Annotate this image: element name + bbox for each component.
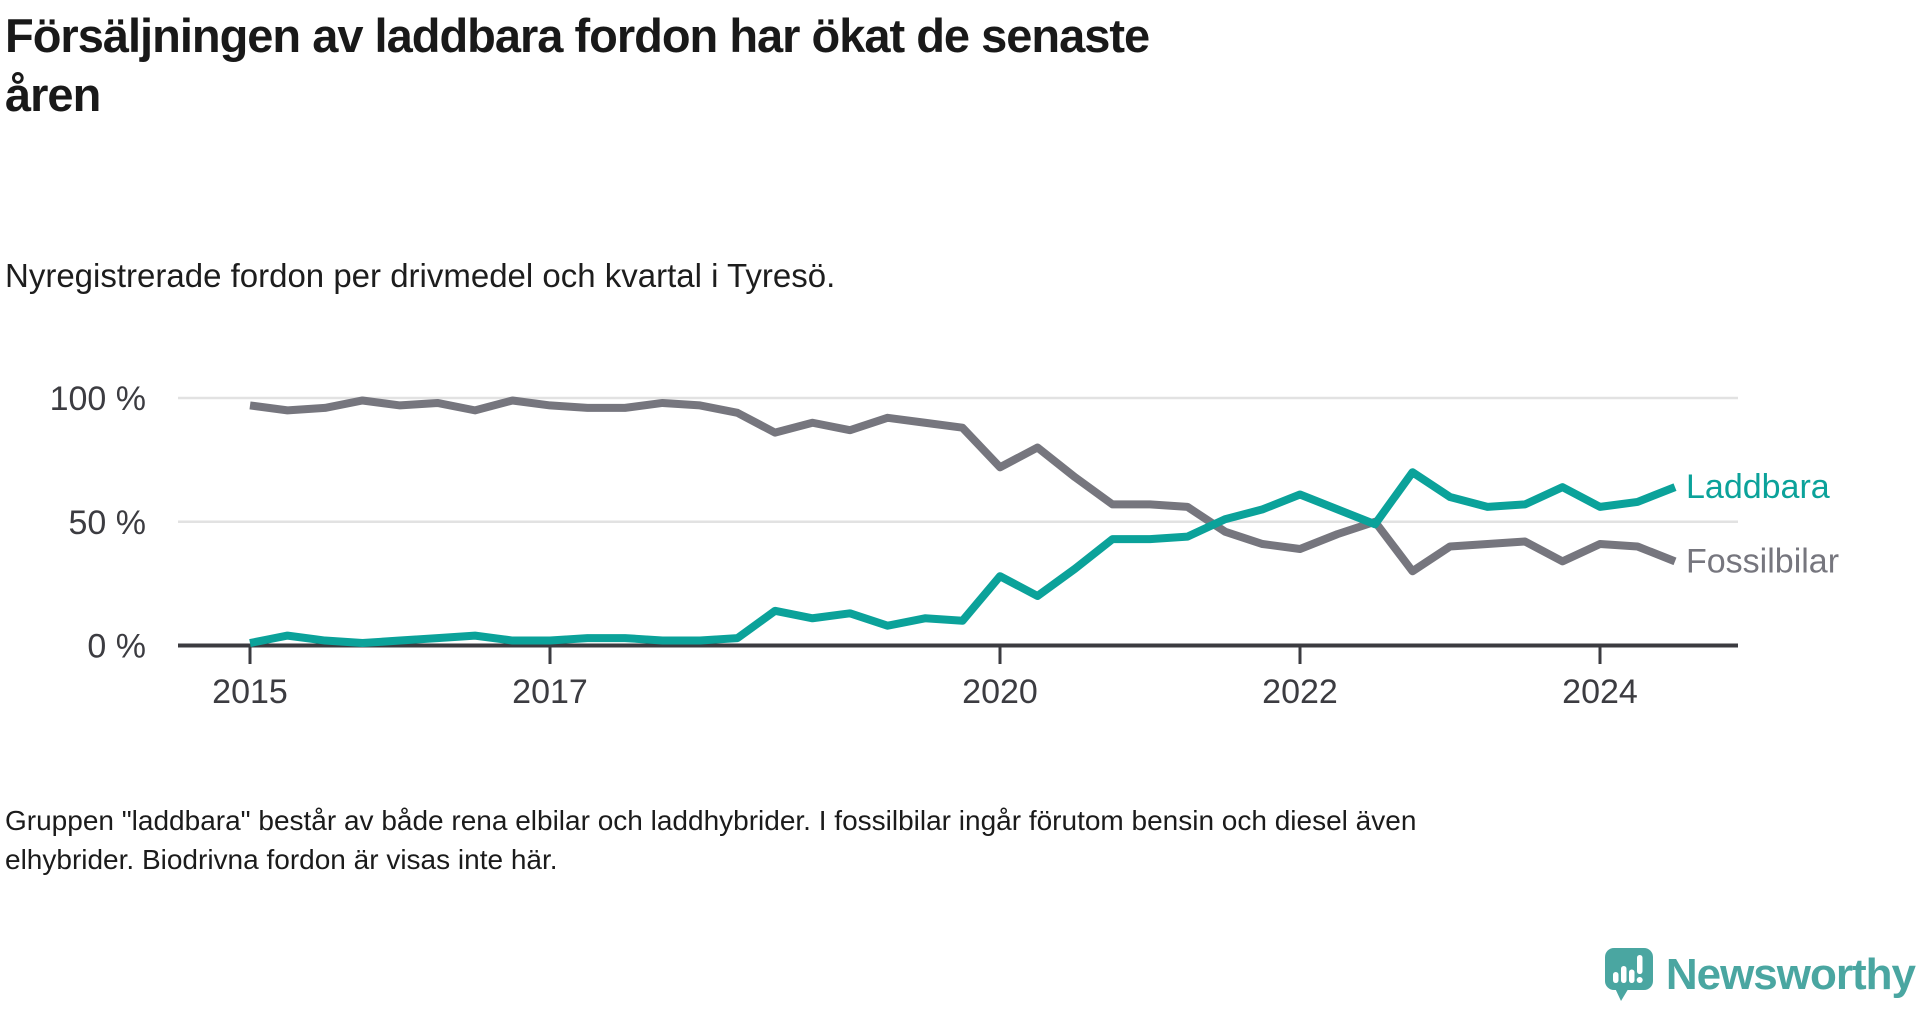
chart-footnote-line-2: elhybrider. Biodrivna fordon är visas in… — [5, 844, 558, 875]
series-line-laddbara — [249, 468, 1677, 648]
x-tick-label-2017: 2017 — [512, 673, 588, 711]
brand-link[interactable]: Newsworthy — [1604, 948, 1916, 1002]
y-tick-label-0: 0 % — [87, 628, 146, 666]
page-title-line-2: åren — [5, 68, 101, 121]
x-tick-label-2015: 2015 — [212, 673, 288, 711]
chart-footnote: Gruppen "laddbara" består av både rena e… — [5, 801, 1416, 879]
y-tick-label-100: 100 % — [50, 380, 146, 418]
chart-subtitle: Nyregistrerade fordon per drivmedel och … — [5, 257, 836, 294]
x-tick-label-2024: 2024 — [1562, 673, 1638, 711]
y-tick-label-50: 50 % — [69, 504, 147, 542]
chart-footnote-line-1: Gruppen "laddbara" består av både rena e… — [5, 805, 1417, 836]
x-tick-label-2022: 2022 — [1262, 673, 1338, 711]
x-tick-label-2020: 2020 — [962, 673, 1038, 711]
series-label-fossilbilar: Fossilbilar — [1686, 542, 1839, 580]
page-title: Försäljningen av laddbara fordon har öka… — [5, 6, 1150, 124]
page-title-line-1: Försäljningen av laddbara fordon har öka… — [5, 9, 1150, 62]
newsworthy-logo-icon — [1604, 948, 1653, 1001]
series-line-fossilbilar — [249, 396, 1677, 576]
brand-wordmark: Newsworthy — [1665, 950, 1916, 999]
series-label-laddbara: Laddbara — [1686, 468, 1830, 506]
line-chart: 0 % 50 % 100 % 2015 2017 2020 2022 2024 Fossilbi… — [50, 380, 1839, 711]
